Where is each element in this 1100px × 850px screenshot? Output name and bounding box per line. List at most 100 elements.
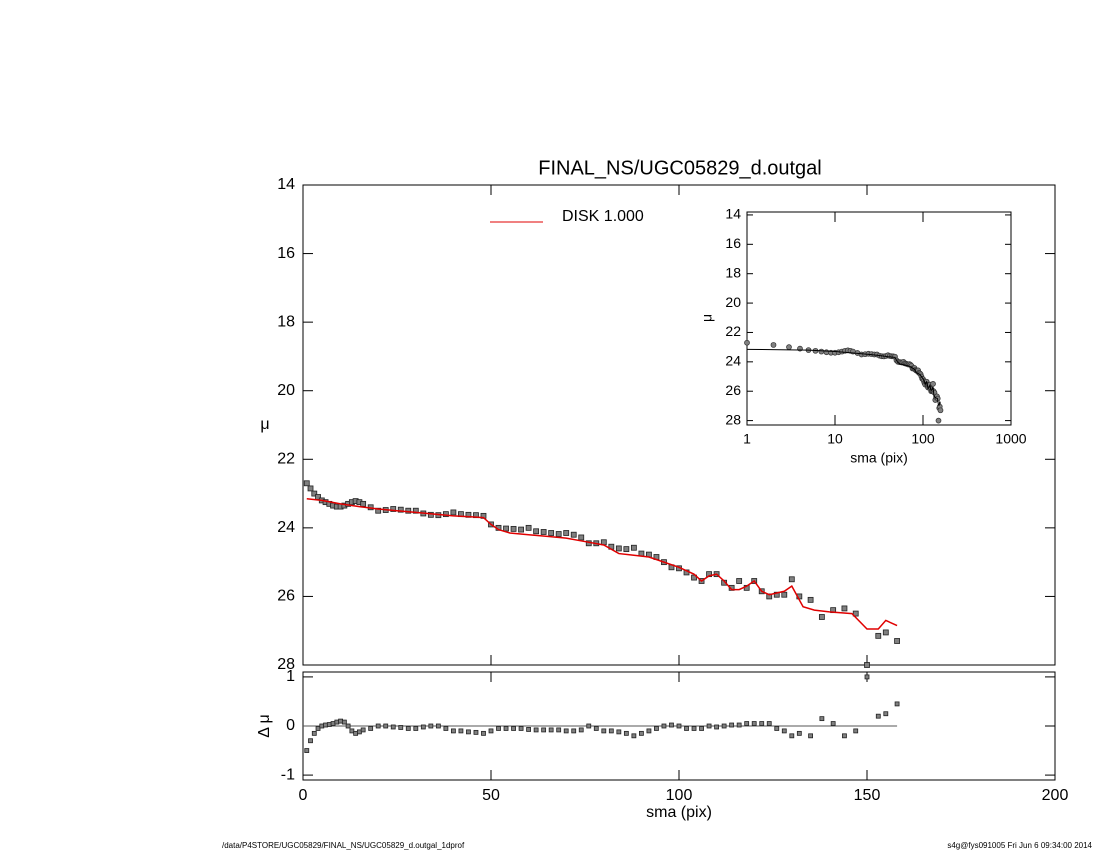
footer-left: /data/P4STORE/UGC05829/FINAL_NS/UGC05829… (222, 841, 465, 850)
residual-point (466, 729, 471, 735)
residual-point (691, 726, 697, 731)
data-point (450, 509, 457, 516)
residual-point (751, 721, 757, 726)
inset-y-tick-label: 26 (725, 382, 741, 398)
residual-point (729, 722, 735, 728)
residual-point (383, 723, 389, 729)
y-tick-label: 26 (277, 588, 295, 605)
data-point (781, 591, 788, 598)
residual-point (830, 721, 836, 726)
residual-point (511, 726, 516, 731)
y-tick-label: -1 (281, 766, 295, 783)
residual-point (631, 733, 637, 739)
inset-x-tick-label: 1 (743, 431, 751, 447)
residual-point (616, 729, 622, 735)
residual-point (548, 727, 554, 733)
residual-point (774, 726, 780, 731)
data-point (570, 531, 577, 538)
data-point (503, 525, 509, 532)
residual-point (721, 723, 727, 729)
y-tick-label: 28 (277, 656, 295, 673)
data-point (615, 545, 622, 552)
data-point (518, 526, 524, 533)
residual-point (699, 726, 704, 731)
inset-y-tick-label: 28 (725, 411, 741, 427)
x-tick-label: 150 (854, 787, 881, 804)
inset-y-label: μ (699, 314, 715, 322)
residual-point (563, 728, 569, 734)
residual-point (458, 728, 464, 734)
data-point (311, 490, 318, 497)
data-point (563, 530, 570, 536)
x-tick-label: 200 (1042, 787, 1069, 804)
data-point (412, 507, 419, 514)
residual-point (864, 674, 870, 680)
residual-point (481, 730, 486, 736)
residual-point (759, 721, 765, 726)
data-point (623, 546, 630, 553)
data-point (360, 500, 367, 507)
residual-point (736, 722, 742, 728)
y-tick-label: 22 (277, 451, 295, 468)
inset-point (935, 417, 942, 424)
residual-point (315, 726, 321, 731)
data-point (405, 507, 412, 514)
footer-right: s4g@fys091005 Fri Jun 6 09:34:00 2014 (947, 841, 1092, 850)
data-point (578, 534, 585, 541)
inset-x-tick-label: 1000 (995, 431, 1026, 447)
residual-point (819, 716, 825, 722)
residual-point (443, 726, 449, 731)
residual-point (781, 728, 787, 734)
inset-model-line (746, 348, 941, 406)
residual-point (744, 721, 750, 726)
residual-point (420, 724, 426, 730)
inset-point (937, 407, 944, 414)
residual-point (375, 723, 381, 729)
y-tick-label: 0 (286, 717, 295, 734)
residual-point (368, 726, 374, 731)
residual-point (894, 701, 900, 707)
x-axis-label: sma (pix) (646, 804, 712, 821)
residual-point (608, 728, 614, 734)
inset-point (930, 381, 936, 387)
data-point (303, 480, 310, 487)
data-point (397, 506, 404, 513)
data-point (852, 610, 859, 617)
residual-point (883, 711, 889, 717)
residual-point (676, 723, 682, 729)
residual-point (586, 723, 592, 729)
residual-point (345, 723, 351, 729)
data-point (548, 530, 555, 536)
residual-point (808, 733, 813, 739)
residual-point (526, 727, 531, 732)
residual-point (473, 729, 479, 735)
data-point (788, 576, 795, 583)
residual-point (398, 725, 404, 730)
residual-point (796, 730, 802, 736)
y-axis-label: μ (260, 416, 269, 433)
data-point (894, 638, 900, 644)
residual-point (541, 727, 547, 733)
y-tick-label: 18 (277, 313, 295, 330)
data-point (818, 614, 825, 620)
inset-frame (746, 211, 1012, 426)
inset-point (770, 342, 777, 348)
residual-point (450, 728, 456, 734)
inset-y-tick-label: 24 (725, 353, 741, 369)
residual-point (578, 727, 584, 733)
residual-point (311, 730, 317, 736)
residual-point (304, 748, 310, 753)
residual-point (533, 727, 539, 733)
x-tick-label: 0 (299, 787, 308, 804)
residual-point (435, 723, 441, 729)
residual-point (390, 724, 396, 730)
inset-x-label: sma (pix) (850, 450, 908, 466)
residual-point (556, 727, 562, 733)
model-line (306, 497, 898, 630)
residual-point (646, 728, 652, 734)
residual-point (341, 719, 347, 725)
residual-point (669, 722, 674, 728)
inset-x-tick-label: 100 (911, 431, 935, 447)
residual-point (308, 738, 313, 744)
y-tick-label: 16 (277, 245, 295, 262)
